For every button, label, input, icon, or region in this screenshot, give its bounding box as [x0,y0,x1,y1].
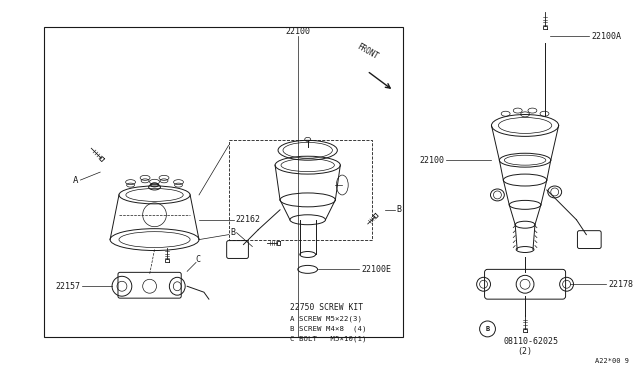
Text: 22157: 22157 [56,282,81,291]
Text: 22100: 22100 [419,156,444,165]
Text: B SCREW M4×8  (4): B SCREW M4×8 (4) [290,326,367,332]
Text: 22750 SCREW KIT: 22750 SCREW KIT [290,302,363,312]
Text: C BOLT   M5×10(1): C BOLT M5×10(1) [290,336,367,342]
Text: B: B [485,326,490,332]
Text: FRONT: FRONT [355,42,380,61]
Text: 22100A: 22100A [591,32,621,41]
Text: B: B [397,205,402,214]
Text: C: C [195,255,200,264]
Bar [44,27,403,337]
Text: (2): (2) [517,347,532,356]
Circle shape [479,321,495,337]
Text: 22100: 22100 [285,27,310,36]
Text: 08110-62025: 08110-62025 [503,337,558,346]
Text: A SCREW M5×22(3): A SCREW M5×22(3) [290,316,362,322]
Text: 22162: 22162 [236,215,260,224]
Bar [228,140,372,240]
Text: 22178: 22178 [608,280,633,289]
Text: A22*00 9: A22*00 9 [595,357,629,364]
Text: A: A [73,176,79,185]
Text: B: B [230,228,236,237]
Text: 22100E: 22100E [361,265,391,274]
